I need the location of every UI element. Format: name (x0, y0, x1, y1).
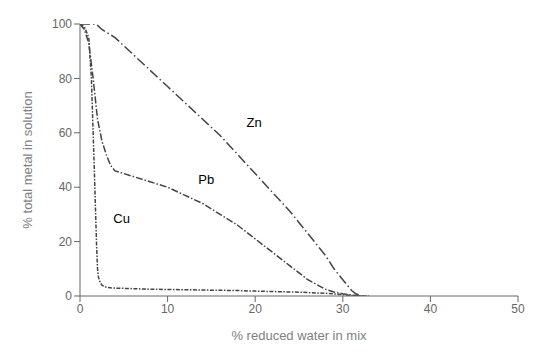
svg-text:40: 40 (59, 180, 73, 194)
svg-text:Zn: Zn (246, 115, 261, 130)
svg-text:% total metal in solution: % total metal in solution (20, 91, 35, 228)
svg-text:Cu: Cu (113, 211, 130, 226)
svg-text:20: 20 (59, 235, 73, 249)
svg-text:0: 0 (65, 289, 72, 303)
svg-text:30: 30 (336, 302, 350, 316)
svg-text:50: 50 (511, 302, 525, 316)
svg-text:60: 60 (59, 126, 73, 140)
svg-text:10: 10 (161, 302, 175, 316)
svg-text:40: 40 (424, 302, 438, 316)
svg-text:80: 80 (59, 72, 73, 86)
svg-text:Pb: Pb (198, 172, 214, 187)
svg-text:20: 20 (249, 302, 263, 316)
svg-text:100: 100 (52, 17, 72, 31)
svg-text:0: 0 (77, 302, 84, 316)
svg-text:% reduced water in mix: % reduced water in mix (231, 328, 367, 343)
